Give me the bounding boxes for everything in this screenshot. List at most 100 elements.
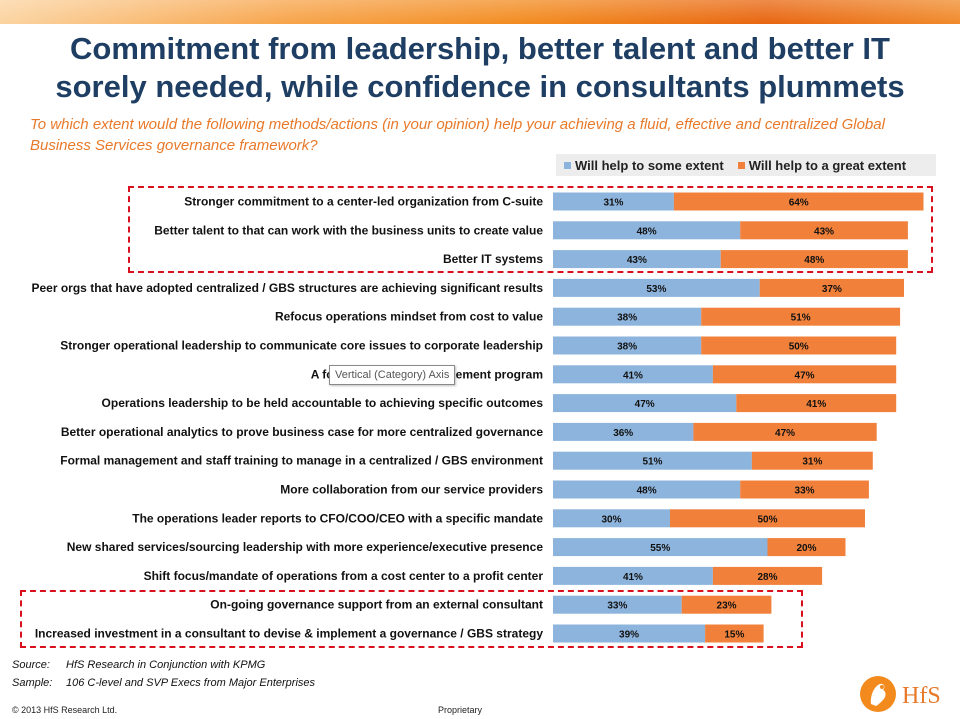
bar-great-extent <box>712 365 897 384</box>
data-label: 64% <box>789 198 809 209</box>
data-label: 20% <box>796 543 816 554</box>
data-label: 41% <box>623 370 643 381</box>
legend-swatch-some <box>564 161 571 169</box>
bar-great-extent <box>767 538 846 557</box>
data-label: 51% <box>642 457 662 468</box>
data-label: 23% <box>717 601 737 612</box>
bar-some-extent <box>553 595 682 614</box>
bar-great-extent <box>701 336 897 355</box>
data-label: 33% <box>795 486 815 497</box>
bar-some-extent <box>553 221 741 240</box>
bar-great-extent <box>673 192 924 211</box>
bar-great-extent <box>712 566 823 585</box>
axis-tooltip: Vertical (Category) Axis <box>329 365 456 385</box>
data-label: 28% <box>757 572 777 583</box>
category-label: Peer orgs that have adopted centralized … <box>32 281 544 295</box>
category-label: Better operational analytics to prove bu… <box>61 425 543 439</box>
data-label: 38% <box>617 342 637 353</box>
data-label: 31% <box>603 198 623 209</box>
category-label: Stronger operational leadership to commu… <box>60 339 543 353</box>
header-accent-bar <box>0 0 960 24</box>
data-label: 41% <box>623 572 643 583</box>
title-line-2: sorely needed, while confidence in consu… <box>55 69 905 104</box>
data-label: 53% <box>646 284 666 295</box>
data-label: 50% <box>757 514 777 525</box>
category-label: On-going governance support from an exte… <box>210 598 543 612</box>
data-label: 15% <box>724 630 744 641</box>
hfs-logo: HfS <box>858 674 954 714</box>
category-label: Formal management and staff training to … <box>60 454 543 468</box>
legend-label-some: Will help to some extent <box>575 157 724 173</box>
bar-some-extent <box>553 394 737 413</box>
bar-some-extent <box>553 336 702 355</box>
hfs-logo-mark: HfS <box>860 676 941 712</box>
data-label: 39% <box>619 630 639 641</box>
data-label: 43% <box>814 226 834 237</box>
data-label: 47% <box>775 428 795 439</box>
bar-some-extent <box>553 566 713 585</box>
bar-some-extent <box>553 307 702 326</box>
data-label: 30% <box>601 514 621 525</box>
page-title: Commitment from leadership, better talen… <box>0 30 960 106</box>
data-label: 47% <box>635 399 655 410</box>
legend-label-great: Will help to a great extent <box>748 157 907 173</box>
copyright: © 2013 HfS Research Ltd. <box>12 705 118 715</box>
bar-great-extent <box>740 221 908 240</box>
source-label: Source: <box>12 659 50 671</box>
bar-great-extent <box>736 394 897 413</box>
bar-great-extent <box>759 278 904 297</box>
logo-text: HfS <box>902 683 941 709</box>
category-label: Increased investment in a consultant to … <box>35 627 543 641</box>
bar-great-extent <box>701 307 901 326</box>
data-label: 31% <box>802 457 822 468</box>
bar-some-extent <box>553 624 706 643</box>
sample-value: 106 C-level and SVP Execs from Major Ent… <box>66 677 316 689</box>
data-label: 33% <box>607 601 627 612</box>
category-label: The operations leader reports to CFO/COO… <box>132 511 543 525</box>
source-note: Source: HfS Research in Conjunction with … <box>12 656 315 692</box>
bar-some-extent <box>553 480 741 499</box>
category-label: More collaboration from our service prov… <box>280 483 543 497</box>
source-value: HfS Research in Conjunction with KPMG <box>66 659 266 671</box>
data-label: 48% <box>637 226 657 237</box>
category-label: Operations leadership to be held account… <box>102 396 544 410</box>
bar-some-extent <box>553 192 674 211</box>
data-label: 41% <box>806 399 826 410</box>
legend-swatch-great <box>737 161 745 169</box>
title-line-1: Commitment from leadership, better talen… <box>70 31 890 66</box>
bar-great-extent <box>693 422 877 441</box>
data-label: 36% <box>613 428 633 439</box>
highlight-box-top <box>128 186 933 273</box>
category-label: Stronger commitment to a center-led orga… <box>184 195 543 209</box>
data-label: 47% <box>795 370 815 381</box>
highlight-box-bottom <box>20 590 803 648</box>
category-label: Better IT systems <box>443 252 543 266</box>
data-label: 37% <box>822 284 842 295</box>
category-label: Better talent to that can work with the … <box>154 223 543 237</box>
bar-great-extent <box>670 509 865 528</box>
bar-great-extent <box>720 250 908 269</box>
category-label: Refocus operations mindset from cost to … <box>275 310 543 324</box>
bar-great-extent <box>681 595 772 614</box>
data-label: 43% <box>627 255 647 266</box>
bar-some-extent <box>553 422 694 441</box>
bar-some-extent <box>553 365 713 384</box>
data-label: 48% <box>804 255 824 266</box>
bar-some-extent <box>553 538 768 557</box>
bar-some-extent <box>553 278 760 297</box>
data-label: 38% <box>617 313 637 324</box>
chart-legend: Will help to some extent Will help to a … <box>556 154 936 176</box>
bar-some-extent <box>553 509 670 528</box>
category-label: Shift focus/mandate of operations from a… <box>144 569 544 583</box>
bar-some-extent <box>553 250 721 269</box>
data-label: 48% <box>637 486 657 497</box>
bar-great-extent <box>751 451 873 470</box>
data-label: 55% <box>650 543 670 554</box>
proprietary-label: Proprietary <box>438 705 483 715</box>
data-label: 51% <box>791 313 811 324</box>
category-label: New shared services/sourcing leadership … <box>67 540 544 554</box>
survey-question: To which extent would the following meth… <box>30 116 885 154</box>
bar-great-extent <box>740 480 869 499</box>
sample-label: Sample: <box>12 677 53 689</box>
